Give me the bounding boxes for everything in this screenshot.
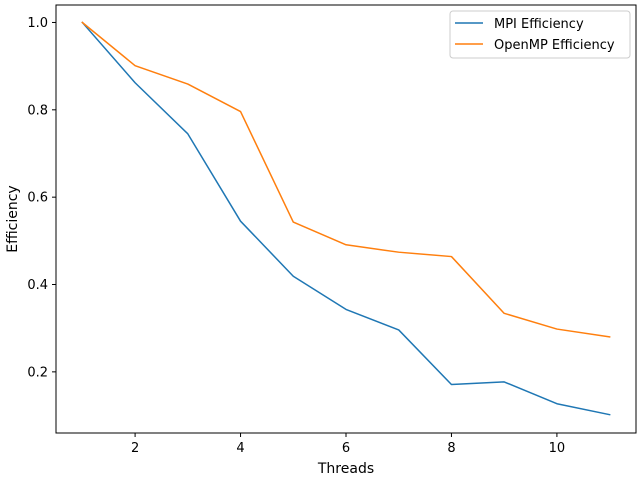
x-axis-label: Threads [317, 461, 374, 477]
y-tick-label: 0.8 [27, 103, 48, 118]
plot-frame [55, 4, 637, 434]
x-tick-label: 2 [131, 441, 139, 456]
y-ticks: 0.2 0.4 0.6 0.8 1.0 [27, 16, 56, 380]
x-tick-label: 10 [549, 441, 566, 456]
x-tick-label: 4 [236, 441, 244, 456]
y-axis-label: Efficiency [5, 185, 21, 252]
legend-box [449, 10, 631, 59]
legend-label-openmp: OpenMP Efficiency [494, 38, 615, 53]
legend-label-mpi: MPI Efficiency [494, 17, 584, 32]
series-line-openmp [81, 21, 611, 338]
y-tick-label: 0.2 [27, 365, 48, 380]
y-tick-label: 0.4 [27, 278, 48, 293]
x-tick-label: 8 [447, 441, 455, 456]
y-tick-label: 0.6 [27, 191, 48, 206]
x-tick-label: 6 [342, 441, 350, 456]
y-tick-label: 1.0 [27, 16, 48, 31]
series-lines [81, 21, 611, 416]
x-ticks: 2 4 6 8 10 [131, 433, 565, 456]
legend: MPI Efficiency OpenMP Efficiency [449, 10, 631, 59]
series-line-mpi [81, 21, 611, 416]
